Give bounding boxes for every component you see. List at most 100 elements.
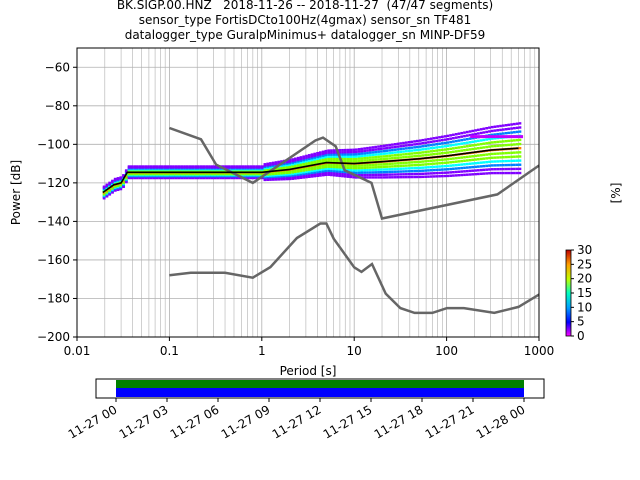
ppsd-cell bbox=[199, 165, 203, 168]
ppsd-cell bbox=[366, 154, 369, 157]
ppsd-cell bbox=[341, 172, 344, 176]
ppsd-cell bbox=[332, 159, 336, 162]
ppsd-cell bbox=[482, 127, 486, 130]
ppsd-cell bbox=[457, 135, 461, 139]
ppsd-cell bbox=[391, 143, 394, 146]
ppsd-cell bbox=[321, 172, 325, 175]
new-high-noise-model-line bbox=[168, 126, 540, 220]
ppsd-cell bbox=[343, 153, 347, 156]
ppsd-cell bbox=[285, 176, 289, 179]
ppsd-cell bbox=[330, 171, 333, 175]
ppsd-cell bbox=[399, 161, 403, 165]
ppsd-cell bbox=[321, 152, 325, 155]
ppsd-cell bbox=[111, 179, 114, 183]
ppsd-cell bbox=[492, 135, 496, 139]
ppsd-cell bbox=[515, 159, 519, 162]
ppsd-cell bbox=[343, 164, 347, 167]
ppsd-cell bbox=[338, 168, 342, 171]
ppsd-cell bbox=[285, 174, 289, 178]
ppsd-cell bbox=[413, 152, 416, 155]
ppsd-cell bbox=[438, 162, 441, 165]
ppsd-cell bbox=[288, 174, 292, 178]
ppsd-cell bbox=[282, 174, 286, 178]
ppsd-cell bbox=[460, 166, 464, 170]
ppsd-cell bbox=[335, 157, 339, 160]
ppsd-cell bbox=[368, 173, 372, 177]
ppsd-cell bbox=[321, 154, 325, 157]
ppsd-cell bbox=[391, 173, 394, 176]
ppsd-cell bbox=[391, 165, 394, 168]
ppsd-cell bbox=[504, 128, 508, 131]
ppsd-cell bbox=[452, 164, 455, 167]
ppsd-cell bbox=[468, 158, 472, 162]
ppsd-cell bbox=[357, 173, 361, 177]
ppsd-cell bbox=[294, 159, 297, 162]
ppsd-cell bbox=[388, 162, 392, 166]
ppsd-cell bbox=[410, 149, 414, 152]
ppsd-cell bbox=[440, 158, 444, 161]
ppsd-cell bbox=[349, 148, 353, 152]
ppsd-cell bbox=[355, 164, 358, 168]
ppsd-cell bbox=[302, 157, 306, 160]
ppsd-cell bbox=[274, 162, 278, 166]
ppsd-cell bbox=[321, 158, 325, 161]
ppsd-cell bbox=[510, 159, 514, 163]
ppsd-cell bbox=[471, 136, 475, 140]
ppsd-cell bbox=[122, 174, 125, 177]
ppsd-cell bbox=[496, 132, 500, 136]
ppsd-cell bbox=[299, 176, 303, 179]
ppsd-cell bbox=[271, 164, 275, 167]
ppsd-cell bbox=[174, 165, 178, 168]
ppsd-cell bbox=[421, 175, 425, 179]
ppsd-cell bbox=[404, 150, 408, 153]
ppsd-cell bbox=[302, 169, 306, 172]
ppsd-cell bbox=[274, 161, 278, 164]
ppsd-cell bbox=[285, 162, 289, 165]
ppsd-cell bbox=[285, 171, 289, 175]
ppsd-cell bbox=[424, 147, 428, 151]
ppsd-cell bbox=[313, 154, 317, 157]
ppsd-cell bbox=[402, 175, 405, 179]
ppsd-cell bbox=[510, 127, 514, 130]
coverage-tick-label: 11-27 12 bbox=[270, 402, 324, 441]
ppsd-cell bbox=[399, 173, 403, 176]
ppsd-cell bbox=[357, 152, 361, 156]
ppsd-cell bbox=[274, 175, 278, 178]
ppsd-cell bbox=[299, 173, 303, 176]
ppsd-cell bbox=[454, 167, 458, 170]
ppsd-cell bbox=[296, 158, 300, 161]
ppsd-cell bbox=[355, 153, 358, 156]
ppsd-cell bbox=[330, 157, 333, 160]
ppsd-cell bbox=[402, 170, 405, 173]
ppsd-cell bbox=[465, 173, 469, 176]
ppsd-cell bbox=[332, 172, 336, 175]
ppsd-cell bbox=[429, 137, 433, 140]
ppsd-cell bbox=[316, 172, 319, 176]
ppsd-cell bbox=[296, 156, 300, 160]
ppsd-cell bbox=[307, 172, 311, 175]
ppsd-cell bbox=[266, 166, 270, 169]
ppsd-cell bbox=[499, 152, 502, 155]
ppsd-cell bbox=[177, 165, 181, 168]
ppsd-cell bbox=[310, 175, 314, 178]
ppsd-cell bbox=[352, 150, 356, 154]
ppsd-cell bbox=[352, 160, 356, 163]
ppsd-cell bbox=[407, 141, 411, 144]
ppsd-cell bbox=[388, 151, 392, 155]
ppsd-cell bbox=[402, 150, 405, 153]
ppsd-cell bbox=[233, 165, 236, 168]
ppsd-cell bbox=[399, 156, 403, 159]
ppsd-cell bbox=[501, 140, 505, 143]
ppsd-cell bbox=[291, 177, 295, 180]
ppsd-cell bbox=[443, 141, 447, 145]
ppsd-cell bbox=[307, 163, 311, 166]
ppsd-cell bbox=[324, 149, 328, 153]
ppsd-cell bbox=[479, 154, 483, 157]
ppsd-cell bbox=[393, 148, 397, 151]
ppsd-cell bbox=[377, 165, 380, 169]
ppsd-cell bbox=[371, 171, 375, 174]
ppsd-cell bbox=[507, 131, 511, 135]
ppsd-cell bbox=[202, 165, 206, 168]
ppsd-cell bbox=[266, 173, 270, 176]
ppsd-cell bbox=[471, 169, 475, 172]
